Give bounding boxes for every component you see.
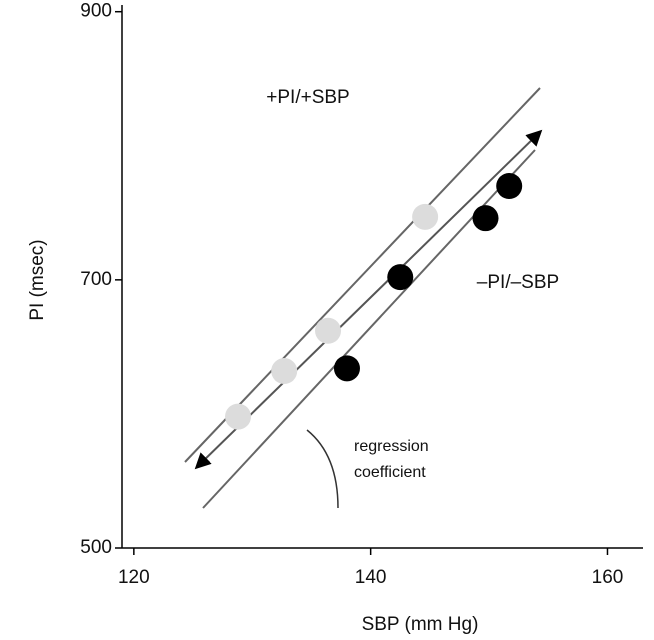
x-tick-label: 140 (355, 567, 387, 588)
annotation: regression (354, 438, 429, 455)
x-tick-label: 120 (118, 567, 150, 588)
point (333, 355, 360, 382)
x-axis-label: SBP (mm Hg) (362, 614, 479, 635)
point (315, 317, 342, 344)
point (472, 205, 499, 232)
point (412, 203, 439, 230)
y-tick-label: 900 (80, 1, 112, 22)
annotation: +PI/+SBP (266, 87, 349, 108)
annotation-curve (306, 429, 339, 509)
annotation: –PI/–SBP (477, 272, 559, 293)
trend-arrow (194, 129, 543, 470)
point (496, 173, 523, 199)
y-axis-label: PI (msec) (27, 239, 48, 320)
annotation: coefficient (354, 464, 426, 481)
y-tick-label: 500 (80, 537, 112, 558)
point (225, 403, 252, 430)
point (271, 358, 298, 385)
regression-line (184, 87, 541, 463)
x-tick-label: 160 (592, 567, 624, 588)
point (387, 264, 414, 291)
y-tick-label: 700 (80, 269, 112, 290)
